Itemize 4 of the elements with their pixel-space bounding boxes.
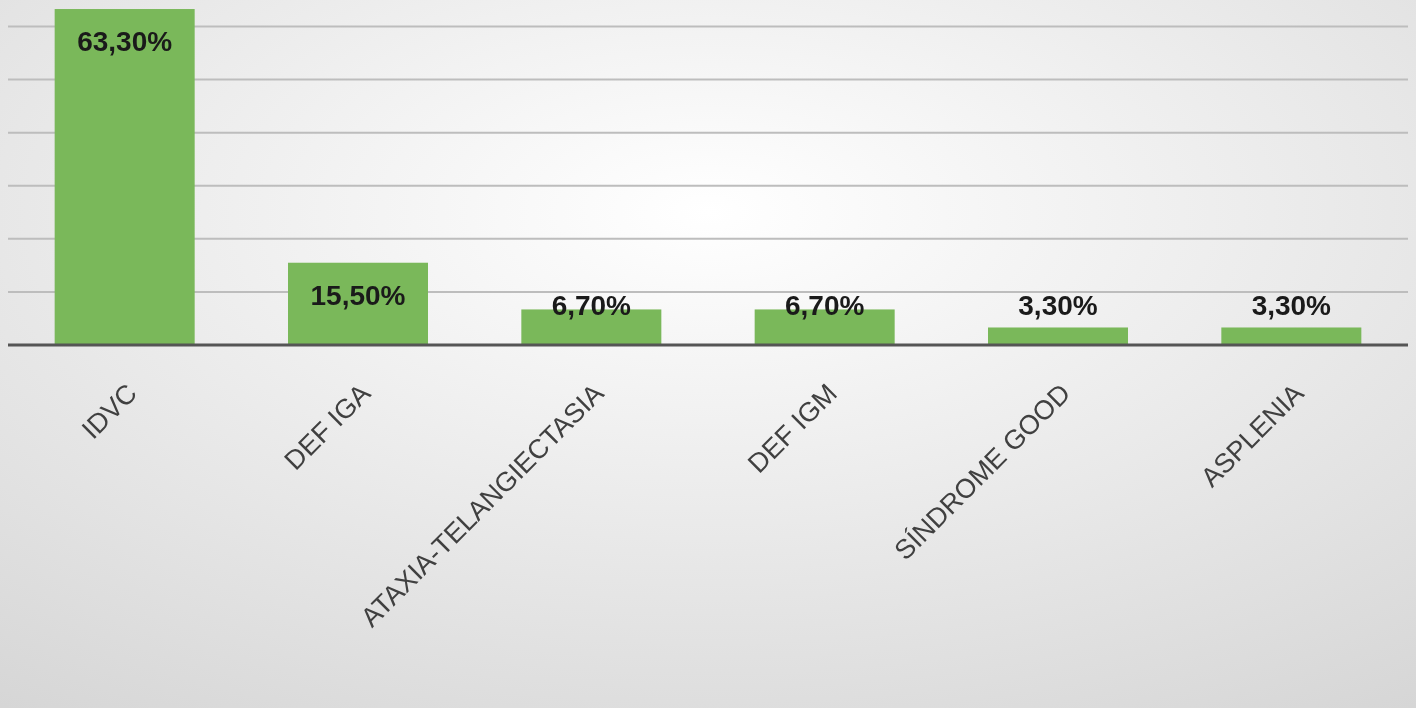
data-label: 15,50% <box>310 279 406 311</box>
data-label: 63,30% <box>77 26 173 58</box>
data-label: 3,30% <box>1018 290 1098 321</box>
data-label: 3,30% <box>1251 290 1332 321</box>
